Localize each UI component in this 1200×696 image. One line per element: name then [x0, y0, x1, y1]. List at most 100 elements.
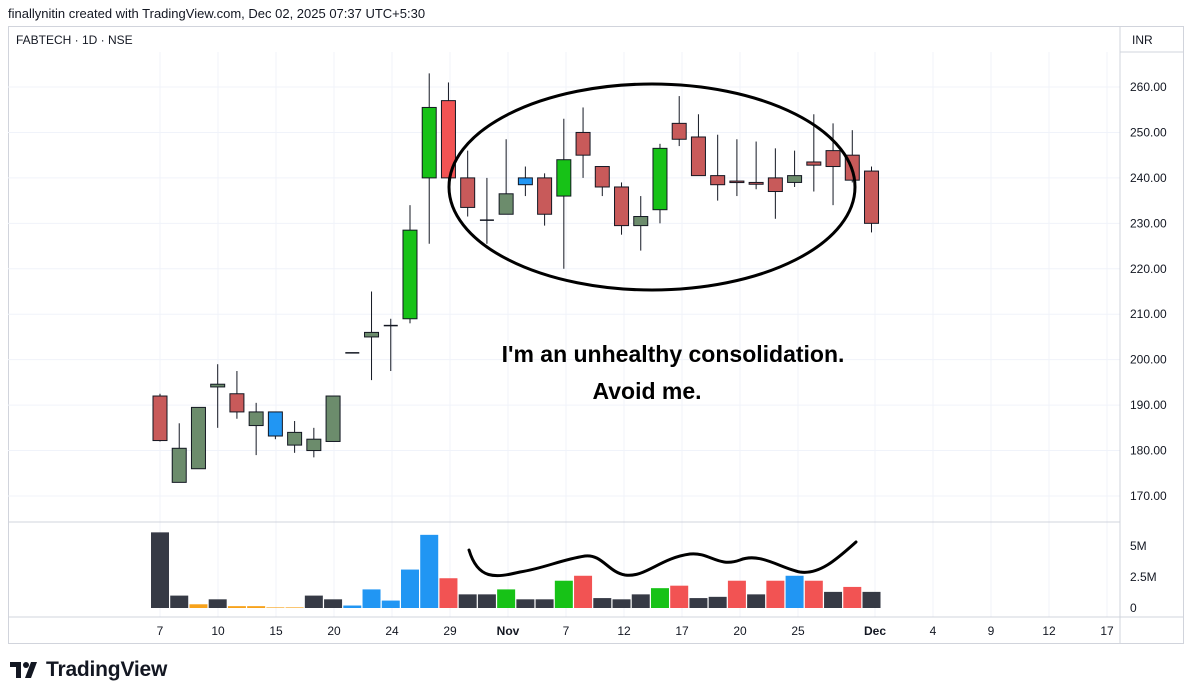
time-tick-label: 10: [211, 624, 225, 638]
time-axis: 7 10 15 20 24 29 Nov 7 12 17 20 25 Dec 4 9 12 17: [157, 624, 1114, 638]
candle-body: [575, 131, 591, 156]
currency-label[interactable]: INR: [1132, 33, 1153, 47]
volume-bar: [535, 599, 554, 608]
candle-body: [537, 177, 553, 215]
candle-body: [825, 150, 841, 168]
time-tick-label: 12: [617, 624, 631, 638]
time-tick-label: 20: [327, 624, 341, 638]
time-tick-label: Nov: [497, 624, 520, 638]
candle-body: [306, 438, 322, 452]
candle-body: [748, 181, 764, 185]
time-tick-label: 20: [733, 624, 747, 638]
volume-bar: [554, 580, 573, 608]
symbol-label[interactable]: FABTECH · 1D · NSE: [16, 33, 133, 47]
candle-body: [633, 216, 649, 227]
volume-bar: [189, 604, 208, 608]
volume-bar: [670, 585, 689, 608]
candle-body: [229, 393, 245, 413]
volume-bar: [343, 605, 362, 608]
price-tick-label: 250.00: [1130, 125, 1167, 139]
volume-bar: [170, 595, 189, 608]
volume-tick-label: 5M: [1130, 539, 1147, 553]
volume-wave-annotation: [467, 540, 858, 578]
volume-bar: [381, 600, 400, 608]
candle-body: [210, 383, 226, 388]
price-tick-label: 190.00: [1130, 398, 1167, 412]
volume-bar: [420, 534, 439, 608]
volume-bar: [477, 594, 496, 608]
price-tick-label: 220.00: [1130, 262, 1167, 276]
candle-body: [325, 395, 341, 442]
time-tick-label: 9: [988, 624, 995, 638]
time-tick-label: 17: [1100, 624, 1114, 638]
candle-body: [556, 159, 572, 197]
time-tick-label: 17: [675, 624, 689, 638]
volume-bar: [843, 586, 862, 608]
candle-body: [594, 166, 610, 188]
annotation-line-2: Avoid me.: [592, 378, 701, 404]
volume-bar: [362, 589, 381, 608]
grid-lines: [8, 52, 1120, 617]
volume-bar: [612, 599, 631, 608]
price-tick-label: 230.00: [1130, 216, 1167, 230]
volume-bar: [747, 594, 766, 608]
volume-bar: [304, 595, 323, 608]
volume-bar: [227, 606, 246, 608]
candle-body: [806, 161, 822, 166]
volume-bar: [458, 594, 477, 608]
volume-bar: [285, 607, 304, 608]
price-axis: 260.00 250.00 240.00 230.00 220.00 210.00 200.…: [1130, 80, 1167, 503]
chart-credit-line: finallynitin created with TradingView.co…: [8, 6, 426, 21]
volume-axis: 5M 2.5M 0: [1130, 539, 1157, 615]
time-tick-label: 12: [1042, 624, 1056, 638]
price-tick-label: 260.00: [1130, 80, 1167, 94]
volume-bar: [785, 575, 804, 608]
price-tick-label: 210.00: [1130, 307, 1167, 321]
volume-bar: [400, 569, 419, 608]
candle-body: [421, 106, 437, 179]
time-tick-label: 24: [385, 624, 399, 638]
volume-bar: [574, 575, 593, 608]
candles-layer: [152, 73, 880, 483]
volume-bar: [247, 606, 266, 608]
price-tick-label: 170.00: [1130, 489, 1167, 503]
volume-bar: [727, 580, 746, 608]
volume-bar: [324, 599, 343, 608]
candle-body: [864, 170, 880, 224]
volume-bar: [650, 588, 669, 608]
candle-body: [671, 122, 687, 140]
volume-bar: [708, 596, 727, 608]
candle-body: [517, 177, 533, 186]
tradingview-logo[interactable]: TradingView: [10, 658, 167, 682]
volume-bar: [439, 578, 458, 608]
volume-tick-label: 0: [1130, 601, 1137, 615]
volume-bar: [689, 598, 708, 608]
volume-bar: [804, 580, 823, 608]
tradingview-logo-icon: [10, 662, 37, 678]
volume-bar: [824, 591, 843, 608]
time-tick-label: 29: [443, 624, 457, 638]
consolidation-ellipse: [447, 82, 857, 292]
time-tick-label: 15: [269, 624, 283, 638]
price-tick-label: 180.00: [1130, 444, 1167, 458]
time-tick-label: Dec: [864, 624, 886, 638]
candle-body: [787, 175, 803, 183]
chart-frame: [8, 26, 1184, 644]
volume-bar: [766, 580, 785, 608]
candle-body: [402, 229, 418, 320]
candle-body: [614, 186, 630, 227]
candle-body: [152, 395, 168, 442]
volume-tick-label: 2.5M: [1130, 570, 1157, 584]
candle-body: [460, 177, 476, 208]
price-tick-label: 200.00: [1130, 353, 1167, 367]
candle-body: [171, 447, 187, 483]
volume-bar: [151, 532, 169, 608]
volume-bar: [516, 599, 535, 608]
time-tick-label: 7: [563, 624, 570, 638]
candle-body: [190, 406, 206, 470]
volume-bar: [862, 591, 881, 608]
candle-body: [710, 175, 726, 186]
volume-bar: [266, 607, 285, 608]
candle-body: [652, 147, 668, 211]
